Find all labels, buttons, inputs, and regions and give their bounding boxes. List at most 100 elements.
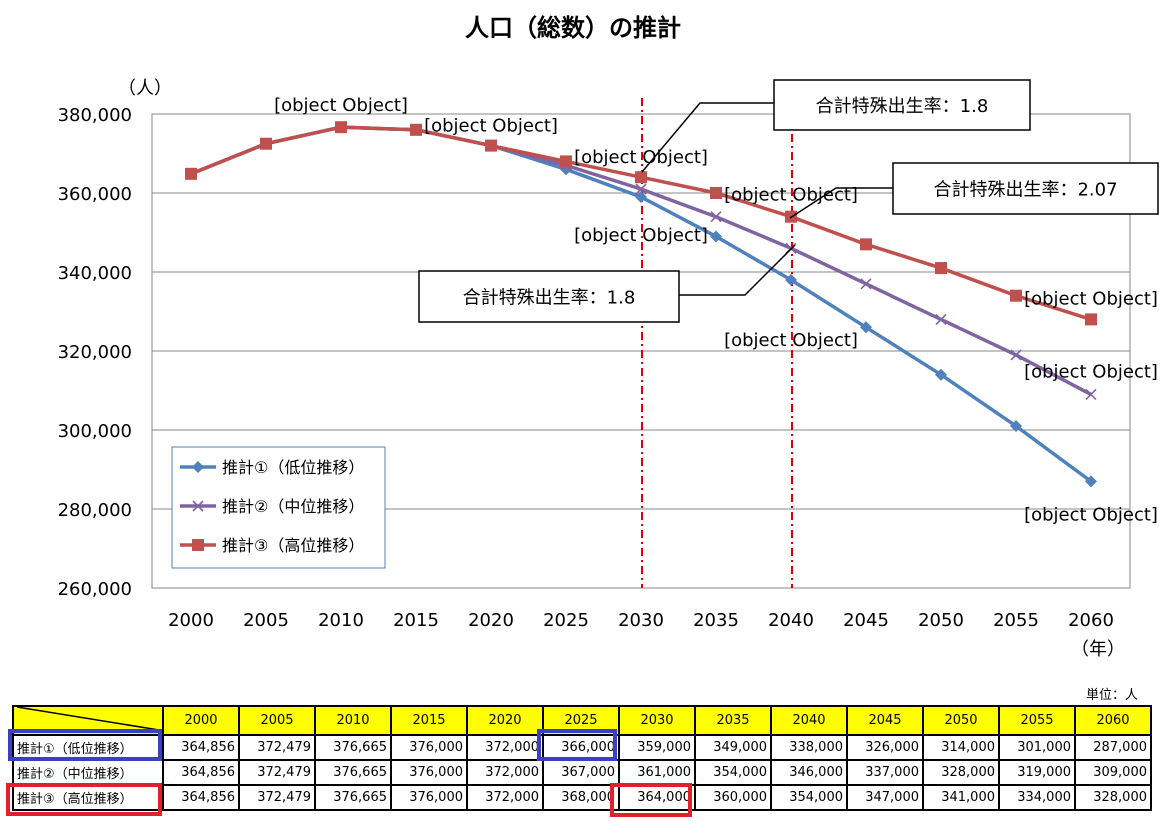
- table-cell: 346,000: [770, 759, 848, 786]
- table-cell: 354,000: [694, 759, 772, 786]
- table-cell: 372,479: [238, 759, 316, 786]
- table-header-year: 2050: [922, 705, 1000, 736]
- y-tick-label: 320,000: [58, 342, 132, 363]
- table-cell: 376,000: [390, 734, 468, 761]
- x-tick-label: 2050: [918, 610, 964, 631]
- x-tick-label: 2030: [618, 610, 664, 631]
- callout-leader-line: [679, 244, 796, 296]
- table-cell: 364,000: [618, 784, 696, 811]
- x-tick-label: 2010: [318, 610, 364, 631]
- table-cell: 337,000: [846, 759, 924, 786]
- table-cell: 334,000: [998, 784, 1076, 811]
- table-header-year: 2005: [238, 705, 316, 736]
- table-cell: 338,000: [770, 734, 848, 761]
- highlight-blue-row-label: [8, 729, 162, 761]
- data-point: [410, 123, 422, 136]
- x-tick-label: 2035: [693, 610, 739, 631]
- table-row: 推計②（中位推移） 364,856 372,479 376,665 376,000 372…: [12, 759, 1152, 786]
- x-tick-label: 2015: [393, 610, 439, 631]
- table-cell: 376,665: [314, 734, 392, 761]
- table-cell: 364,856: [162, 759, 240, 786]
- data-label: [object Object]: [724, 330, 858, 351]
- y-axis-label: （人）: [118, 78, 172, 99]
- callout-leader-line: [789, 187, 893, 219]
- data-point: [860, 278, 872, 290]
- table-cell: 372,479: [238, 784, 316, 811]
- table-header-year: 2035: [694, 705, 772, 736]
- population-line-chart: 人口（総数）の推計 （人） （年） 260,000 280,000 300,000 3…: [58, 14, 1159, 660]
- table-header-year: 2060: [1074, 705, 1152, 736]
- table-header-year: 2055: [998, 705, 1076, 736]
- table-cell: 354,000: [770, 784, 848, 811]
- data-label: [object Object]: [724, 185, 858, 206]
- table-header-year: 2020: [466, 705, 544, 736]
- table-cell: 360,000: [694, 784, 772, 811]
- table-cell: 359,000: [618, 734, 696, 761]
- highlight-red-row-label: [6, 783, 162, 816]
- table-cell: 364,856: [162, 784, 240, 811]
- highlight-red-2030: [610, 783, 692, 817]
- data-point: [635, 190, 647, 203]
- data-point: [935, 262, 947, 275]
- table-cell: 328,000: [922, 759, 1000, 786]
- data-point: [785, 273, 797, 286]
- table-row: 推計③（高位推移） 364,856 372,479 376,665 376,000 372…: [12, 784, 1152, 811]
- legend-marker: [192, 461, 204, 473]
- x-tick-label: 2045: [843, 610, 889, 631]
- y-tick-label: 340,000: [58, 263, 132, 284]
- table-cell: 319,000: [998, 759, 1076, 786]
- table-cell: 347,000: [846, 784, 924, 811]
- table-header-year: 2040: [770, 705, 848, 736]
- x-tick-label: 2040: [768, 610, 814, 631]
- y-tick-label: 260,000: [58, 579, 132, 600]
- table-cell: 368,000: [542, 784, 620, 811]
- data-point: [335, 121, 347, 134]
- table-cell: 376,665: [314, 759, 392, 786]
- x-tick-label: 2025: [543, 610, 589, 631]
- callout-leader-line: [641, 102, 774, 173]
- data-label: [object Object]: [1024, 361, 1158, 382]
- table-cell: 367,000: [542, 759, 620, 786]
- table-header-year: 2010: [314, 705, 392, 736]
- table-cell: 376,665: [314, 784, 392, 811]
- diagonal-line: [16, 706, 160, 731]
- table-header-year: 2030: [618, 705, 696, 736]
- table-cell: 301,000: [998, 734, 1076, 761]
- table-unit: 単位：人: [1085, 688, 1138, 703]
- table-cell: 372,000: [466, 759, 544, 786]
- data-point: [860, 238, 872, 251]
- callout-text: 合計特殊出生率：1.8: [816, 96, 989, 117]
- legend-label: 推計①（低位推移）: [222, 458, 364, 477]
- data-label: [object Object]: [574, 225, 708, 246]
- table-cell: 326,000: [846, 734, 924, 761]
- data-label: [object Object]: [1024, 288, 1158, 309]
- data-point: [1010, 289, 1022, 302]
- callout-box: [892, 162, 1159, 215]
- table-header-year: 2000: [162, 705, 240, 736]
- x-axis-label: （年）: [1071, 639, 1125, 660]
- y-tick-label: 380,000: [58, 105, 132, 126]
- table-cell: 349,000: [694, 734, 772, 761]
- legend-label: 推計③（高位推移）: [222, 536, 364, 555]
- table-cell: 314,000: [922, 734, 1000, 761]
- table-row-label: 推計②（中位推移）: [12, 759, 164, 786]
- data-point: [635, 183, 647, 195]
- table-cell: 361,000: [618, 759, 696, 786]
- data-label: [object Object]: [274, 95, 408, 116]
- data-point: [1085, 388, 1097, 401]
- data-point: [860, 321, 872, 334]
- highlight-blue-2025: [537, 729, 617, 761]
- x-tick-label: 2000: [168, 610, 214, 631]
- table-header-year: 2045: [846, 705, 924, 736]
- y-tick-label: 360,000: [58, 184, 132, 205]
- x-tick-label: 2020: [468, 610, 514, 631]
- data-point: [635, 171, 647, 184]
- callout-text: 合計特殊出生率：1.8: [463, 288, 636, 309]
- legend-label: 推計②（中位推移）: [222, 497, 364, 516]
- table-cell: 372,479: [238, 734, 316, 761]
- table-cell: 287,000: [1074, 734, 1152, 761]
- x-tick-label: 2005: [243, 610, 289, 631]
- data-label: [object Object]: [1024, 504, 1158, 525]
- data-point: [935, 313, 947, 325]
